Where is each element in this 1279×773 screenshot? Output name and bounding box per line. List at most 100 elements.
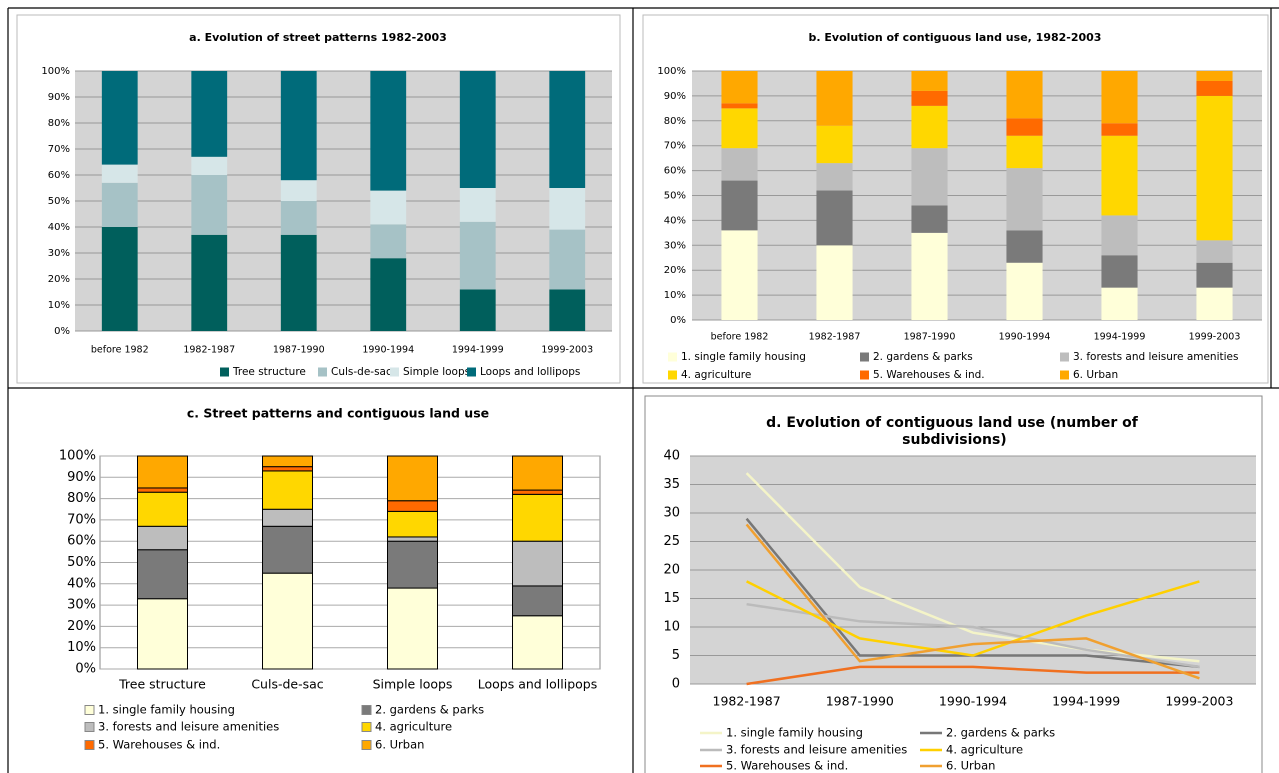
x-tick-label: 1999-2003 xyxy=(1189,332,1241,343)
bar-segment xyxy=(1196,262,1233,288)
y-tick-label: 70% xyxy=(67,512,96,527)
bar-segment xyxy=(370,224,407,259)
bar-segment xyxy=(1196,287,1233,320)
bar-segment xyxy=(459,188,496,222)
bar-segment xyxy=(280,201,317,235)
y-tick-label: 10% xyxy=(664,290,686,301)
bar-segment xyxy=(721,103,758,109)
bar-segment xyxy=(262,508,313,527)
bar-segment xyxy=(549,188,586,230)
bar-segment xyxy=(1101,255,1138,288)
bar-segment xyxy=(262,466,313,472)
bar-segment xyxy=(137,491,188,527)
bar-segment xyxy=(137,455,188,489)
legend-label: 1. single family housing xyxy=(681,351,806,363)
bar-segment xyxy=(721,71,758,104)
legend-swatch xyxy=(860,370,869,380)
legend-label: 4. agriculture xyxy=(375,720,452,734)
bar-segment xyxy=(512,455,563,491)
x-tick-label: 1994-1999 xyxy=(1094,332,1146,343)
y-tick-label: 0% xyxy=(75,662,96,677)
legend-swatch xyxy=(361,705,372,715)
legend-swatch xyxy=(84,722,95,732)
bar-segment xyxy=(370,190,407,225)
legend-label: 4. agriculture xyxy=(946,743,1023,757)
legend-label: Loops and lollipops xyxy=(480,366,580,378)
bar-segment xyxy=(1196,71,1233,81)
y-tick-label: 10 xyxy=(663,620,680,635)
bar-segment xyxy=(816,245,853,320)
legend-label: 3. forests and leisure amenities xyxy=(98,720,279,734)
bar-segment xyxy=(101,182,138,227)
y-tick-label: 100% xyxy=(41,66,70,77)
y-tick-label: 40% xyxy=(48,222,70,233)
bar-segment xyxy=(137,549,188,600)
bar-segment xyxy=(387,455,438,502)
legend-label: 5. Warehouses & ind. xyxy=(98,738,220,752)
bar-segment xyxy=(262,572,313,670)
y-tick-label: 40% xyxy=(67,576,96,591)
bar-segment xyxy=(1101,287,1138,320)
bar-segment xyxy=(911,232,948,320)
y-tick-label: 20 xyxy=(663,563,680,578)
y-tick-label: 0% xyxy=(670,315,686,326)
chart-title: d. Evolution of contiguous land use (num… xyxy=(766,415,1139,448)
bar-segment xyxy=(911,105,948,149)
bar-segment xyxy=(280,180,317,201)
bar-segment xyxy=(816,125,853,164)
bar-segment xyxy=(262,525,313,574)
bar-segment xyxy=(512,489,563,495)
y-tick-label: 50% xyxy=(48,196,70,207)
legend-label: Simple loops xyxy=(403,366,470,378)
y-tick-label: 60% xyxy=(67,534,96,549)
x-tick-label: 1982-1987 xyxy=(713,694,781,709)
legend-label: 2. gardens & parks xyxy=(873,351,973,363)
y-tick-label: 80% xyxy=(48,118,70,129)
bar-segment xyxy=(191,156,228,175)
bar-segment xyxy=(191,175,228,235)
chart: c. Street patterns and contiguous land u… xyxy=(59,406,601,752)
bar-segment xyxy=(191,71,228,157)
x-tick-label: Tree structure xyxy=(118,677,206,692)
x-tick-label: 1987-1990 xyxy=(826,694,894,709)
legend-swatch xyxy=(668,352,677,362)
bar-segment xyxy=(459,71,496,188)
chart: a. Evolution of street patterns 1982-200… xyxy=(41,31,612,378)
bar-segment xyxy=(512,585,563,617)
bar-segment xyxy=(549,289,586,331)
bar-segment xyxy=(459,289,496,331)
bar-segment xyxy=(816,163,853,191)
chart-title: c. Street patterns and contiguous land u… xyxy=(187,406,489,421)
y-tick-label: 60% xyxy=(48,170,70,181)
table-lines xyxy=(7,7,1279,773)
bar-segment xyxy=(911,148,948,206)
legend-swatch xyxy=(318,367,327,377)
bar-segment xyxy=(459,221,496,290)
bar-segment xyxy=(137,525,188,551)
x-tick-label: Culs-de-sac xyxy=(251,677,323,692)
bar-segment xyxy=(137,487,188,493)
y-tick-label: 90% xyxy=(664,91,686,102)
legend-swatch xyxy=(84,705,95,715)
legend-swatch xyxy=(1060,352,1069,362)
bar-segment xyxy=(1006,71,1043,119)
bar-segment xyxy=(101,164,138,183)
y-tick-label: 80% xyxy=(664,116,686,127)
y-tick-label: 90% xyxy=(48,92,70,103)
x-tick-label: Loops and lollipops xyxy=(478,677,598,692)
bar-segment xyxy=(721,148,758,181)
bar-segment xyxy=(387,500,438,512)
x-tick-label: 1990-1994 xyxy=(999,332,1051,343)
bar-segment xyxy=(816,190,853,246)
line xyxy=(745,472,1200,663)
x-tick-label: 1990-1994 xyxy=(362,345,414,356)
bar-segment xyxy=(101,227,138,331)
legend-label: 6. Urban xyxy=(946,759,995,773)
line xyxy=(746,665,1200,686)
y-tick-label: 90% xyxy=(67,470,96,485)
y-tick-label: 70% xyxy=(48,144,70,155)
x-tick-label: before 1982 xyxy=(91,345,149,356)
line xyxy=(745,523,1200,680)
